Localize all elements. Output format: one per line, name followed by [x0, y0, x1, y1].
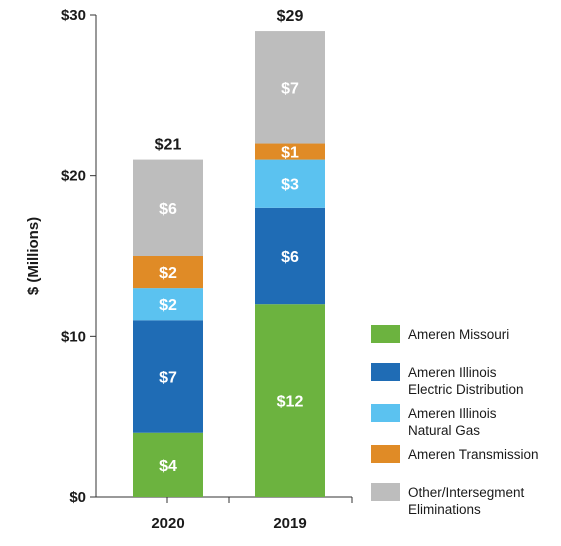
legend-label: Eliminations — [408, 502, 481, 517]
segment-data-label: $6 — [159, 201, 177, 218]
segment-data-label: $2 — [159, 297, 177, 314]
bar-total-label: $21 — [155, 137, 182, 154]
legend-swatch — [371, 325, 400, 343]
legend-label: Ameren Illinois — [408, 406, 497, 421]
segment-data-label: $7 — [281, 80, 299, 97]
bars: $4 $7 $2 $2 $6 $21 $12 $6 $3 $1 $7 $29 — [133, 8, 325, 497]
legend-label: Other/Intersegment — [408, 485, 525, 500]
legend-label: Electric Distribution — [408, 382, 524, 397]
segment-data-label: $7 — [159, 370, 177, 387]
legend-swatch — [371, 363, 400, 381]
bar-segment — [133, 159, 203, 256]
legend-label: Ameren Illinois — [408, 365, 497, 380]
segment-data-label: $3 — [281, 177, 299, 194]
bar-segment — [133, 288, 203, 321]
segment-data-label: $2 — [159, 265, 177, 282]
segment-data-label: $12 — [277, 394, 304, 411]
segment-data-label: $6 — [281, 249, 299, 266]
bar-total-label: $29 — [277, 8, 304, 25]
segment-data-label: $1 — [281, 145, 299, 162]
bar-segment — [133, 432, 203, 497]
y-tick-label: $20 — [61, 168, 86, 185]
x-tick-label: 2020 — [151, 515, 184, 532]
bar-segment — [133, 320, 203, 433]
bar-segment — [255, 143, 325, 160]
y-tick-label: $30 — [61, 7, 86, 24]
bar-segment — [255, 207, 325, 305]
legend-label: Ameren Transmission — [408, 447, 539, 462]
legend: Ameren Missouri Ameren Illinois Electric D… — [371, 325, 539, 517]
x-tick-label: 2019 — [273, 515, 306, 532]
y-tick-label: $10 — [61, 328, 86, 345]
legend-swatch — [371, 445, 400, 463]
y-tick-label: $0 — [69, 489, 86, 506]
axes: $0 $10 $20 $30 $ (Millions) 2020 2019 — [25, 7, 353, 532]
segment-data-label: $4 — [159, 458, 177, 475]
bar-segment — [133, 256, 203, 289]
bar-segment — [255, 31, 325, 144]
legend-swatch — [371, 483, 400, 501]
y-axis-label: $ (Millions) — [25, 217, 42, 295]
bar-segment — [255, 304, 325, 497]
legend-label: Natural Gas — [408, 423, 480, 438]
legend-label: Ameren Missouri — [408, 327, 509, 342]
legend-swatch — [371, 404, 400, 422]
bar-segment — [255, 159, 325, 208]
